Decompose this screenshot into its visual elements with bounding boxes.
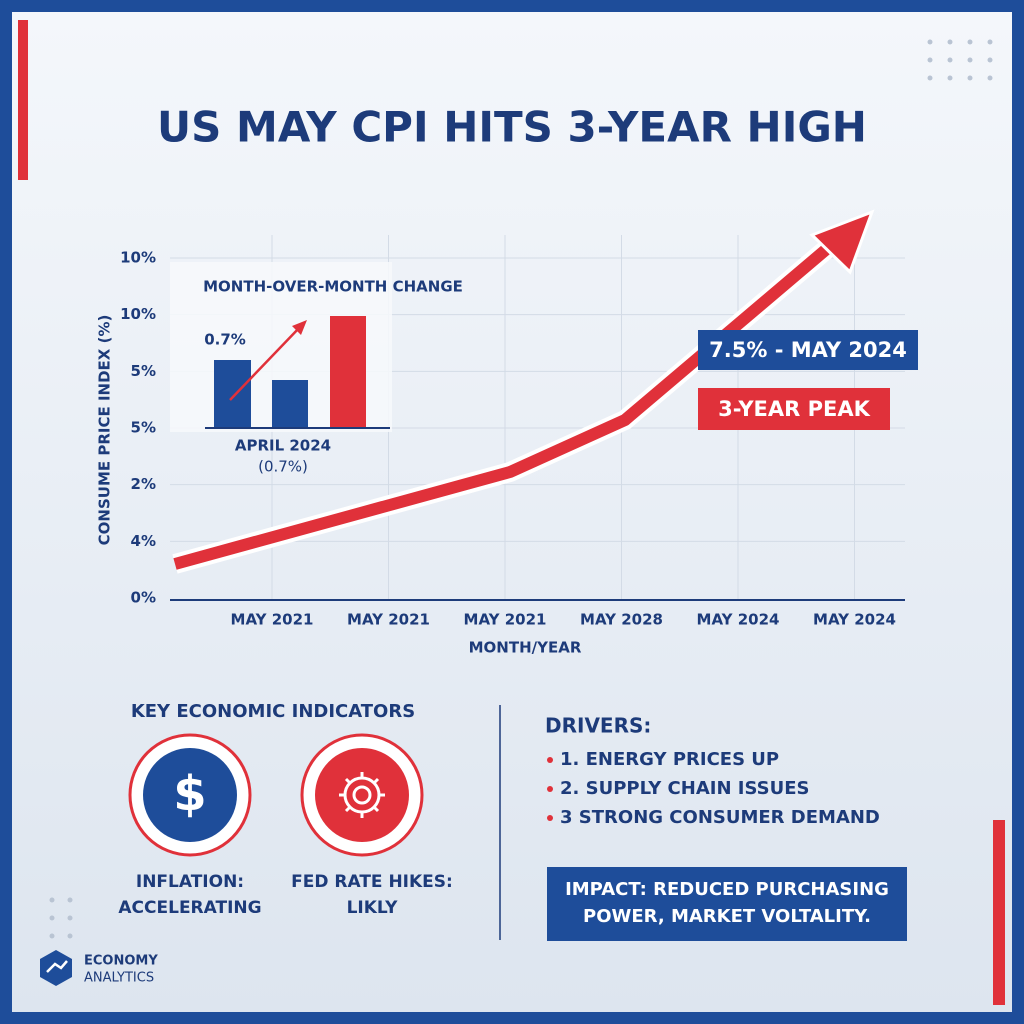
- driver-item: 1. ENERGY PRICES UP: [560, 749, 779, 770]
- indicator-label: INFLATION:: [136, 872, 244, 892]
- dollar-icon: $: [173, 766, 206, 822]
- background: [12, 12, 1012, 1012]
- y-axis-title: CONSUME PRICE INDEX (%): [96, 315, 114, 546]
- x-tick-label: MAY 2028: [580, 611, 663, 629]
- inset-arrowhead: [292, 320, 307, 335]
- x-tick-label: MAY 2021: [347, 611, 430, 629]
- callout-box: [698, 330, 918, 370]
- impact-text: IMPACT: REDUCED PURCHASING: [565, 879, 889, 900]
- peak-box: [698, 388, 890, 430]
- inset-arrow: [229, 326, 301, 401]
- indicator-label: FED RATE HIKES:: [291, 872, 453, 892]
- bullet: [547, 786, 553, 792]
- brand-name: ECONOMY: [84, 954, 158, 969]
- y-tick-label: 4%: [131, 532, 156, 550]
- peak-label: 3-YEAR PEAK: [718, 397, 871, 421]
- accent: [993, 820, 1005, 1005]
- inset-bar: [330, 316, 366, 428]
- title: US MAY CPI HITS 3-YEAR HIGH: [157, 103, 867, 152]
- indicator-label: LIKLY: [347, 898, 399, 918]
- inset-caption: (0.7%): [258, 458, 308, 476]
- inset-title: MONTH-OVER-MONTH CHANGE: [203, 278, 463, 296]
- x-tick-label: MAY 2021: [464, 611, 547, 629]
- drivers-heading: DRIVERS:: [545, 714, 651, 738]
- inset-bar: [272, 380, 308, 428]
- x-tick-label: MAY 2024: [697, 611, 780, 629]
- bullet: [547, 815, 553, 821]
- gear-icon: [339, 772, 385, 818]
- indicator-label: ACCELERATING: [118, 898, 261, 918]
- y-tick-label: 10%: [120, 305, 156, 323]
- inset-bar-label: 0.7%: [204, 331, 246, 349]
- driver-item: 2. SUPPLY CHAIN ISSUES: [560, 778, 810, 799]
- x-axis-title: MONTH/YEAR: [469, 639, 582, 657]
- y-tick-label: 2%: [131, 475, 156, 493]
- x-tick-label: MAY 2024: [813, 611, 896, 629]
- y-tick-label: 10%: [120, 249, 156, 267]
- y-tick-label: 5%: [131, 419, 156, 437]
- impact-text: POWER, MARKET VOLTALITY.: [583, 906, 871, 927]
- trend-arrowhead: [809, 209, 875, 275]
- logo-mark: [46, 960, 68, 973]
- indicators-heading: KEY ECONOMIC INDICATORS: [131, 701, 415, 722]
- accent: [18, 20, 28, 180]
- impact-box: [547, 867, 907, 941]
- y-tick-label: 5%: [131, 362, 156, 380]
- grid: [170, 235, 905, 600]
- inset-caption: APRIL 2024: [235, 437, 331, 455]
- dot-grid: [49, 39, 993, 939]
- bullet: [547, 757, 553, 763]
- logo: [40, 950, 72, 986]
- trend-line: [173, 231, 846, 570]
- brand-name: ANALYTICS: [84, 971, 154, 986]
- callout: 7.5% - MAY 2024: [709, 338, 907, 362]
- x-tick-label: MAY 2021: [231, 611, 314, 629]
- inset-bar: [214, 360, 251, 428]
- icon: [315, 748, 409, 842]
- y-tick-label: 0%: [131, 589, 156, 607]
- icon: [143, 748, 237, 842]
- driver-item: 3 STRONG CONSUMER DEMAND: [560, 807, 880, 828]
